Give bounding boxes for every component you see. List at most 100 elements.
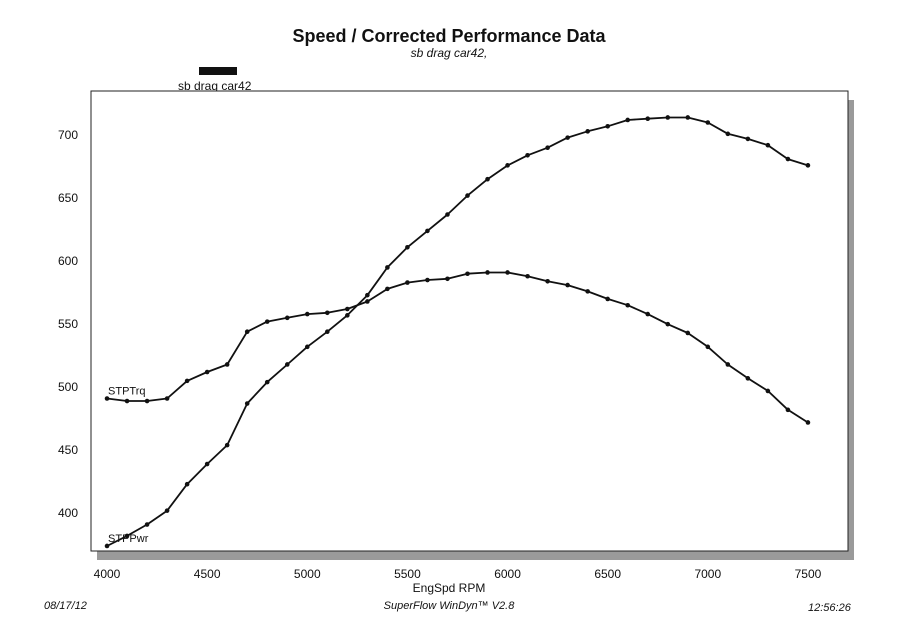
data-point: [685, 115, 691, 120]
data-point: [585, 129, 590, 134]
data-point: [365, 299, 370, 304]
data-point: [685, 330, 691, 336]
series-label: STPTrq: [108, 386, 146, 398]
data-point: [665, 321, 671, 327]
data-point: [204, 369, 210, 375]
x-tick-label: 6000: [494, 567, 521, 581]
data-point: [785, 407, 791, 413]
data-point: [104, 396, 110, 401]
data-point: [345, 306, 350, 312]
chart-title: Speed / Corrected Performance Data: [292, 26, 606, 46]
x-tick-label: 5500: [394, 567, 421, 581]
data-point: [345, 313, 350, 318]
footer-date: 08/17/12: [44, 600, 87, 612]
data-point: [224, 442, 230, 448]
data-point: [385, 265, 390, 270]
data-point: [264, 379, 270, 385]
data-point: [184, 481, 190, 487]
data-point: [124, 398, 130, 404]
y-tick-label: 600: [58, 254, 78, 268]
data-point: [785, 156, 791, 162]
legend-label: sb drag car42: [178, 79, 252, 93]
data-point: [465, 193, 470, 198]
data-point: [605, 296, 610, 302]
data-point: [284, 315, 290, 321]
data-point: [164, 508, 170, 513]
data-point: [445, 276, 450, 282]
data-point: [705, 344, 711, 350]
x-tick-label: 6500: [594, 567, 621, 581]
data-point: [325, 329, 330, 335]
x-axis-label: EngSpd RPM: [412, 581, 486, 595]
data-point: [805, 420, 811, 425]
data-point: [164, 396, 170, 401]
y-tick-label: 650: [58, 191, 78, 205]
chart-subtitle: sb drag car42,: [410, 46, 488, 60]
series-line-stppwr: [106, 116, 809, 547]
data-point: [625, 117, 631, 123]
data-point: [745, 376, 751, 381]
data-point: [184, 378, 190, 384]
data-point: [204, 461, 210, 467]
data-point: [405, 244, 410, 250]
data-point: [625, 302, 631, 308]
data-point: [645, 311, 651, 317]
data-point: [325, 310, 330, 316]
footer-software: SuperFlow WinDyn™ V2.8: [383, 600, 515, 612]
data-point: [425, 277, 430, 283]
data-point: [485, 270, 490, 275]
data-point: [805, 163, 811, 168]
data-point: [485, 176, 490, 182]
data-point: [405, 280, 410, 285]
y-tick-label: 450: [58, 443, 78, 457]
series-label: STPPwr: [108, 533, 149, 545]
y-tick-label: 400: [58, 506, 78, 520]
data-point: [224, 362, 230, 367]
data-point: [565, 282, 570, 288]
data-point: [425, 228, 430, 234]
data-point: [445, 212, 450, 217]
data-point: [725, 362, 731, 367]
y-tick-label: 500: [58, 380, 78, 394]
data-point: [565, 135, 570, 140]
plot-area: [90, 90, 849, 552]
data-point: [104, 543, 110, 549]
legend-swatch: [199, 67, 237, 75]
x-tick-label: 7500: [795, 567, 822, 581]
data-point: [745, 136, 751, 142]
data-point: [545, 145, 550, 151]
data-point: [284, 362, 290, 367]
data-point: [505, 270, 510, 275]
data-point: [725, 131, 731, 137]
data-point: [365, 292, 370, 298]
data-point: [465, 271, 470, 277]
data-point: [244, 329, 250, 335]
data-point: [665, 115, 671, 120]
series-line-stptrq: [106, 271, 809, 424]
x-tick-label: 4000: [94, 567, 121, 581]
data-point: [765, 388, 771, 394]
data-point: [244, 401, 250, 406]
data-point: [385, 286, 390, 292]
data-point: [124, 533, 130, 539]
footer-time: 12:56:26: [808, 602, 851, 614]
data-point: [705, 120, 711, 125]
data-point: [545, 279, 550, 284]
x-tick-label: 4500: [194, 567, 221, 581]
data-point: [304, 344, 310, 350]
data-point: [505, 163, 510, 168]
x-tick-label: 5000: [294, 567, 321, 581]
data-point: [525, 273, 530, 279]
data-point: [144, 398, 150, 404]
y-tick-label: 550: [58, 317, 78, 331]
data-point: [605, 123, 610, 129]
data-point: [525, 152, 530, 158]
data-point: [144, 522, 150, 527]
data-point: [585, 289, 590, 294]
data-point: [304, 311, 310, 317]
data-point: [645, 116, 651, 122]
data-point: [264, 319, 270, 324]
y-tick-label: 700: [58, 128, 78, 142]
data-point: [765, 142, 771, 148]
